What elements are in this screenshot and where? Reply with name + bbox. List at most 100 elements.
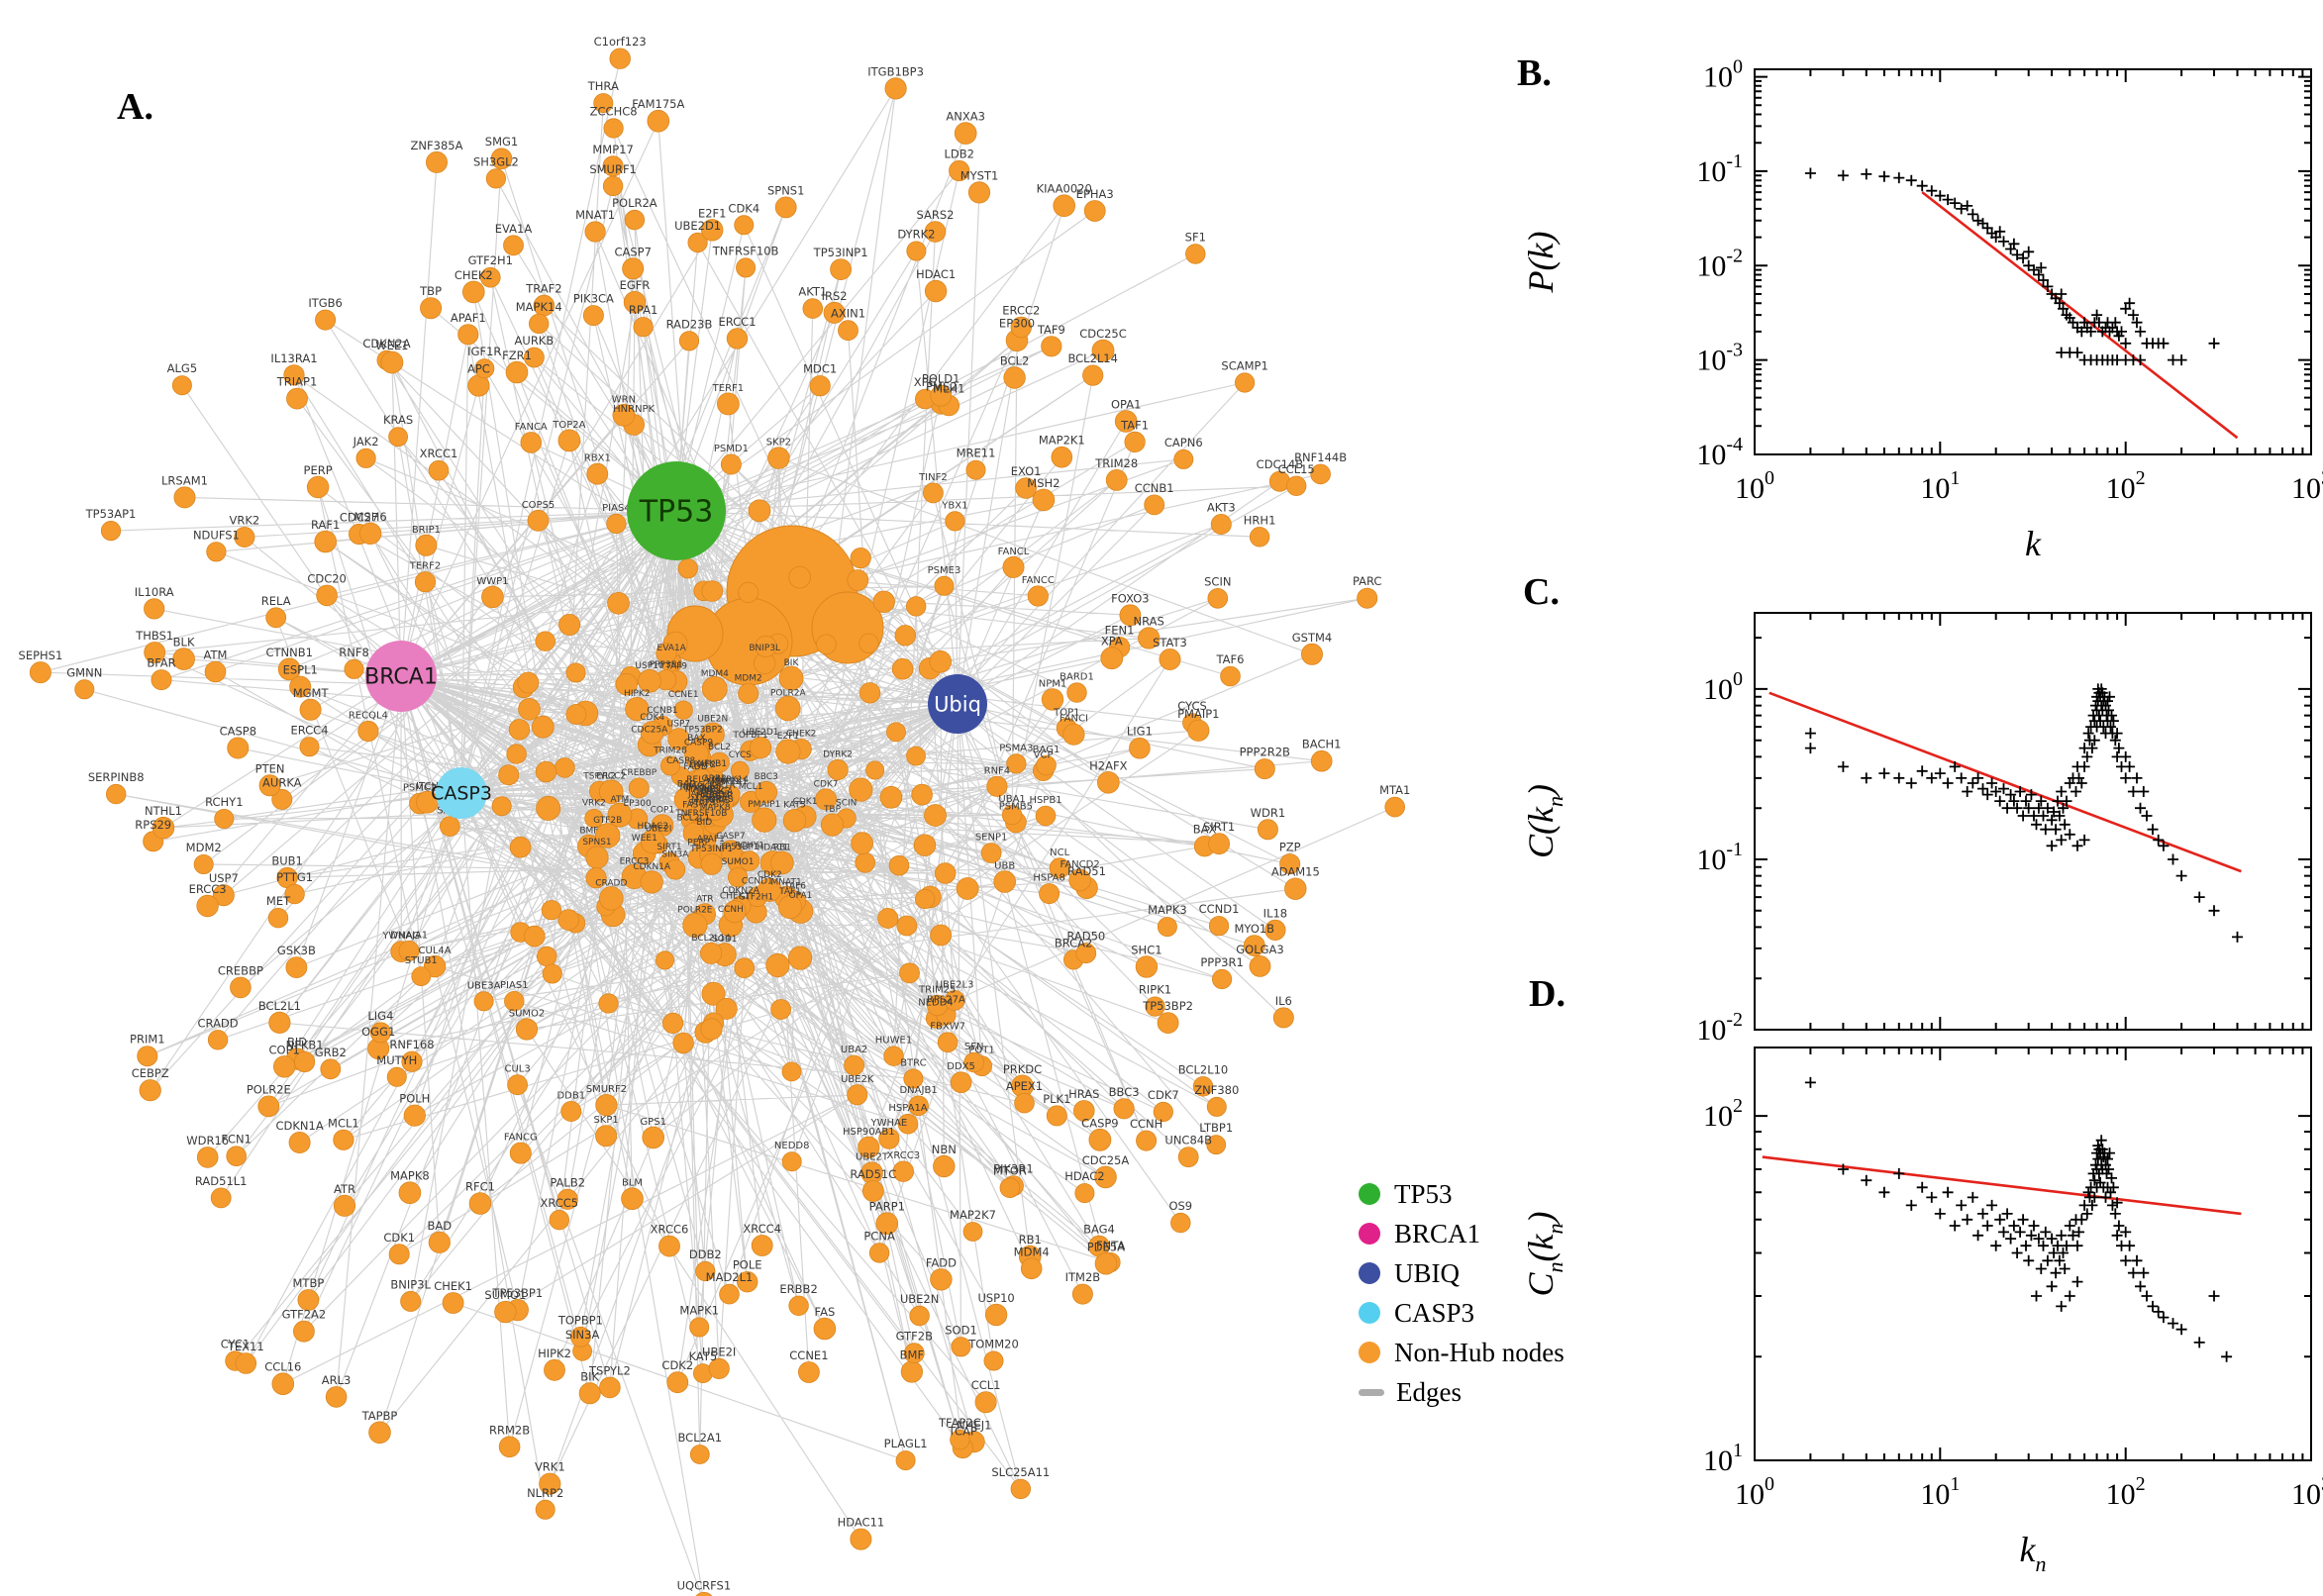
gene-label: ESPL1	[283, 663, 318, 677]
tick-label: 10-4	[1696, 434, 1743, 471]
nonhub-node	[906, 596, 927, 617]
gene-label: MUTYH	[376, 1053, 417, 1067]
chart-D: 100101102103102101kn​Cn​(kn​)	[1521, 1047, 2323, 1576]
gene-label: POLR2E	[677, 906, 713, 916]
gene-label: BNIP3L	[390, 1277, 431, 1291]
nonhub-node	[1001, 804, 1023, 826]
nonhub-node	[909, 1305, 930, 1327]
nonhub-node	[1170, 1212, 1191, 1234]
gene-label: DDB2	[689, 1247, 722, 1261]
gene-label: NEDD4	[918, 998, 954, 1009]
gene-label: NPM1	[1039, 678, 1067, 689]
nonhub-node	[875, 1212, 899, 1235]
gene-label: PERP	[687, 839, 710, 848]
node-swatch-icon	[1359, 1342, 1380, 1363]
nonhub-node	[858, 633, 879, 653]
nonhub-node	[273, 1055, 296, 1078]
gene-label: MTOR	[993, 1164, 1027, 1178]
nonhub-node	[207, 1030, 229, 1050]
nonhub-node	[1173, 449, 1194, 469]
hub-label: CASP3	[431, 783, 492, 805]
nonhub-node	[640, 870, 663, 894]
nonhub-node	[758, 877, 782, 902]
gene-label: LTBP1	[1199, 1121, 1233, 1135]
gene-label: MET	[266, 894, 291, 908]
nonhub-node	[751, 1235, 773, 1256]
gene-label: GTF2A2	[282, 1308, 327, 1322]
nonhub-node	[878, 1128, 900, 1149]
gene-label: PIK3CA	[573, 292, 614, 306]
tick-label: 10-1	[1696, 839, 1743, 876]
nonhub-node	[212, 884, 235, 907]
tick-label: 103	[2291, 467, 2323, 505]
gene-label: ERCC1	[718, 315, 756, 329]
gene-label: PMAIP1	[748, 800, 780, 810]
nonhub-node	[144, 642, 166, 663]
nonhub-node	[380, 350, 404, 374]
nonhub-node	[748, 499, 771, 523]
nonhub-node	[1002, 555, 1025, 578]
gene-label: BCL2	[1000, 354, 1029, 368]
gene-label: CDC20	[307, 571, 347, 585]
gene-label: TP53BP1	[491, 1286, 543, 1300]
gene-label: NFKB1	[697, 759, 727, 769]
nonhub-node	[518, 697, 541, 721]
nonhub-node	[271, 1372, 295, 1395]
nonhub-node	[963, 1051, 984, 1073]
gene-label: POLR2E	[247, 1082, 291, 1096]
plot-frame	[1754, 1047, 2312, 1461]
nonhub-node	[293, 1050, 316, 1073]
gene-label: XRCC1	[420, 447, 458, 460]
nonhub-node	[1041, 688, 1064, 711]
network-legend: TP53 BRCA1 UBIQ CASP3 Non-Hub nodes Edges	[1359, 1174, 1565, 1412]
nonhub-node	[549, 1209, 570, 1231]
legend-item-casp3: CASP3	[1359, 1293, 1565, 1333]
legend-item-ubiq: UBIQ	[1359, 1253, 1565, 1293]
nonhub-node	[886, 722, 906, 743]
gene-label: SFN	[964, 1042, 984, 1052]
gene-label: MYO1B	[1235, 922, 1275, 936]
nonhub-node	[895, 1450, 916, 1471]
nonhub-node	[623, 291, 647, 314]
tick-label: 100	[1703, 668, 1743, 706]
gene-label: NTHL1	[145, 804, 182, 818]
gene-label: RAD51C	[850, 1167, 896, 1181]
gene-label: FBXW7	[930, 1022, 965, 1033]
gene-label: VRK2	[230, 514, 260, 528]
gene-label: HIPK2	[624, 689, 650, 699]
gene-label: MAP2K7	[691, 795, 728, 805]
hub-label: Ubiq	[934, 692, 981, 716]
nonhub-node	[268, 1011, 291, 1035]
gene-label: ITGB1BP3	[867, 64, 924, 78]
nonhub-node	[677, 558, 698, 579]
gene-label: PARP1	[869, 1200, 905, 1214]
nonhub-node	[29, 661, 51, 684]
gene-label: ITGB6	[308, 296, 343, 310]
nonhub-node	[515, 1018, 539, 1041]
gene-label: IGF1R	[467, 345, 501, 358]
gene-label: KRAS	[707, 796, 731, 806]
gene-label: CHEK2	[454, 268, 493, 282]
gene-label: CASP8	[666, 756, 696, 766]
gene-label: BID	[696, 818, 712, 828]
nonhub-node	[558, 614, 581, 637]
gene-label: MAD2L1	[706, 1270, 754, 1284]
gene-label: TP53INP1	[689, 845, 733, 854]
gene-label: TINF2	[918, 472, 948, 483]
nonhub-node	[1187, 719, 1210, 742]
gene-label: BRCA2	[1055, 936, 1093, 949]
nonhub-node	[1249, 955, 1271, 977]
nonhub-node	[934, 575, 955, 596]
gene-label: AKT3	[1207, 501, 1236, 515]
nonhub-node	[749, 737, 772, 759]
nonhub-node	[299, 698, 322, 721]
gene-label: TRIAP1	[276, 375, 318, 389]
nonhub-node	[847, 1084, 868, 1106]
gene-label: HDAC1	[916, 267, 956, 281]
gene-label: MNAT1	[771, 878, 802, 888]
fit-line	[1762, 1155, 2242, 1216]
panel-c-label: C.	[1523, 571, 1560, 613]
nonhub-node	[813, 1317, 837, 1341]
gene-label: ZNF380	[1194, 1083, 1239, 1097]
